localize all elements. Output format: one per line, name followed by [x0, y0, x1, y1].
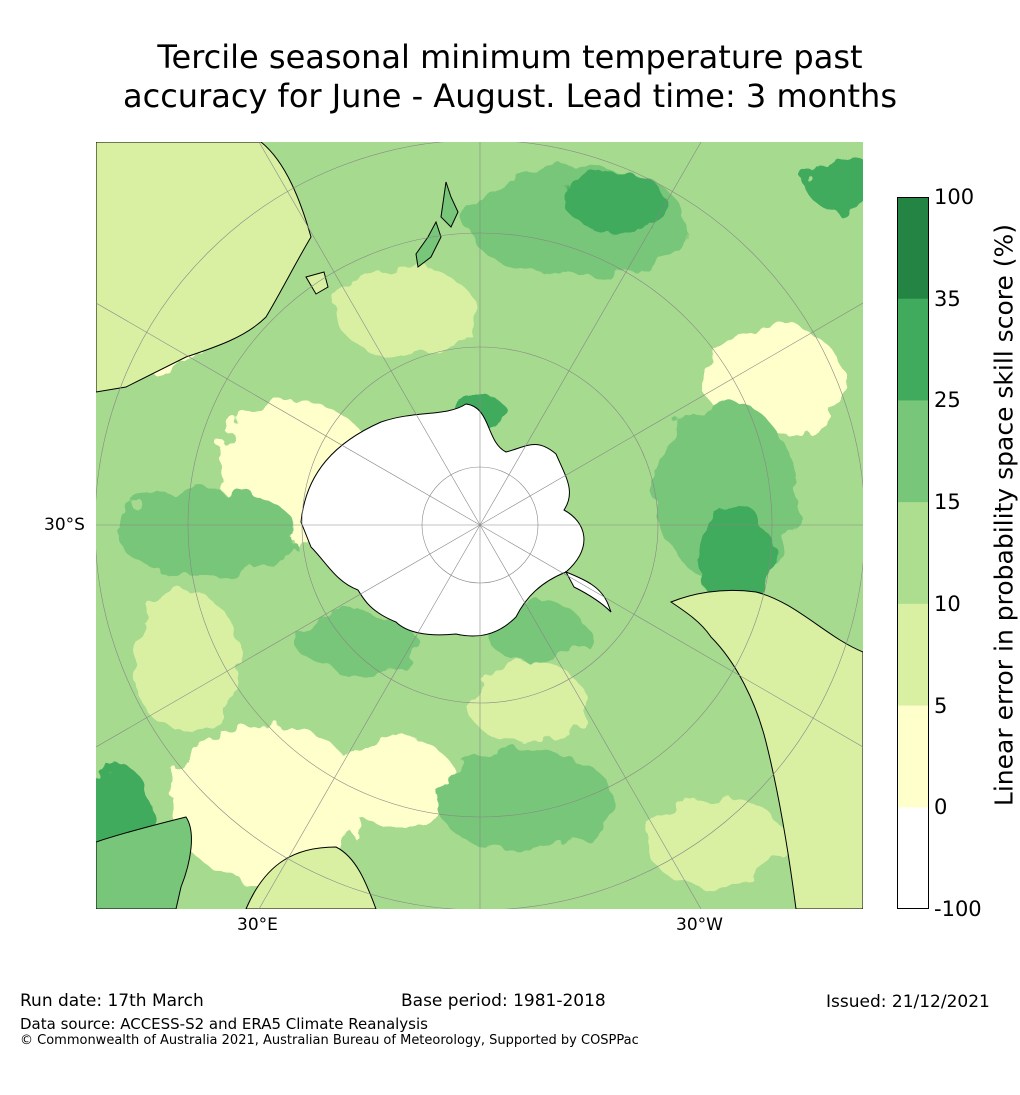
- colorbar-outline: [897, 197, 929, 909]
- new-zealand-north: [440, 181, 459, 228]
- colorbar-tick-label: 35: [934, 286, 961, 311]
- field-patch: [171, 722, 361, 882]
- map-canvas: [96, 142, 863, 909]
- field-patch: [131, 592, 241, 732]
- colorbar-bin: [897, 298, 929, 401]
- field-patch: [436, 752, 616, 852]
- colorbar-tick-label: 25: [934, 388, 961, 413]
- colorbar-bin: [897, 705, 929, 808]
- meridian: [479, 524, 702, 909]
- meridian: [479, 302, 863, 526]
- colorbar-tick-label: -100: [934, 897, 982, 921]
- base-period: Base period: 1981-2018: [401, 991, 606, 1011]
- colorbar: [897, 197, 929, 909]
- copyright: © Commonwealth of Australia 2021, Austra…: [20, 1033, 639, 1048]
- run-date: Run date: 17th March: [20, 991, 204, 1011]
- colorbar-tick-label: 5: [934, 693, 948, 718]
- meridian: [258, 142, 481, 526]
- field-patch: [646, 797, 786, 887]
- lon-label-30w: 30°W: [676, 915, 723, 935]
- colorbar-tick-label: 15: [934, 490, 961, 515]
- antarctica: [300, 403, 585, 637]
- colorbar-bin: [897, 807, 929, 909]
- meridian: [96, 524, 481, 748]
- colorbar-bin: [897, 400, 929, 503]
- polar-map: [96, 142, 863, 909]
- colorbar-title: Linear error in probability space skill …: [989, 223, 1019, 807]
- lat-label-30s: 30°S: [44, 515, 85, 535]
- new-zealand-south: [415, 220, 442, 268]
- field-patch: [296, 612, 416, 672]
- meridian: [96, 302, 481, 526]
- field-patch: [566, 172, 666, 232]
- meridian: [258, 524, 481, 909]
- data-source: Data source: ACCESS-S2 and ERA5 Climate …: [20, 1015, 428, 1033]
- meridian: [479, 524, 863, 748]
- field-patch: [806, 152, 863, 212]
- antarctic-peninsula: [564, 571, 612, 613]
- colorbar-tick-label: 100: [934, 185, 975, 209]
- graticule: [96, 142, 863, 909]
- title-line-1: Tercile seasonal minimum temperature pas…: [157, 38, 863, 76]
- colorbar-tick-label: 0: [934, 795, 948, 820]
- colorbar-bin: [897, 502, 929, 605]
- south-america-coast: [669, 589, 863, 909]
- chart-title: Tercile seasonal minimum temperature pas…: [0, 38, 1020, 116]
- issued-date: Issued: 21/12/2021: [826, 992, 990, 1012]
- colorbar-bin: [897, 197, 929, 300]
- australia-coast: [96, 142, 312, 393]
- colorbar-tick-label: 10: [934, 591, 961, 616]
- meridian: [479, 142, 702, 526]
- africa-coast: [96, 816, 192, 909]
- colorbar-bin: [897, 603, 929, 707]
- field-patch: [116, 487, 296, 577]
- title-line-2: accuracy for June - August. Lead time: 3…: [123, 77, 897, 115]
- lon-label-30e: 30°E: [237, 915, 278, 935]
- field-patch: [336, 737, 456, 827]
- field-patch: [336, 267, 476, 357]
- africa-south-tip: [245, 846, 377, 909]
- field-patch: [466, 662, 586, 742]
